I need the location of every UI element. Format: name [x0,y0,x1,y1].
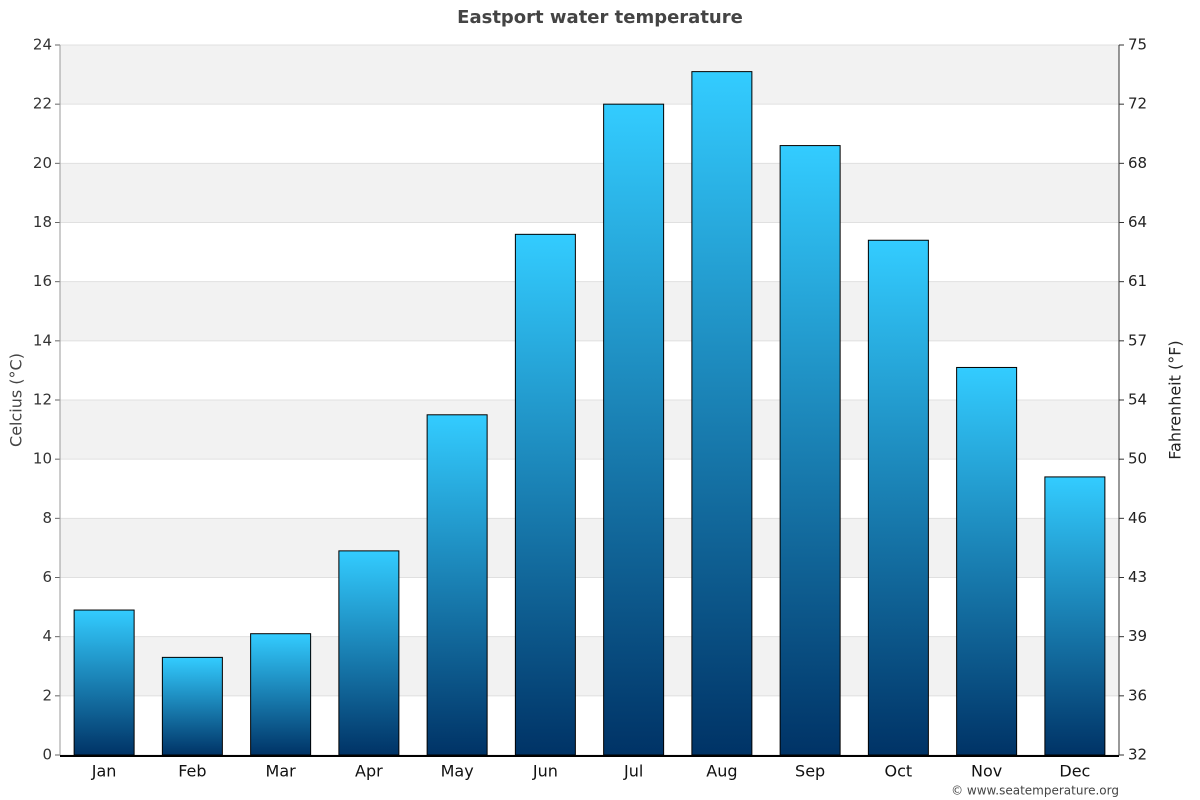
bar [73,609,135,756]
y2-tick-label: 54 [1128,391,1147,409]
bar [1044,476,1106,756]
bar [867,239,929,756]
bar [691,71,753,756]
y2-tick-label: 57 [1128,331,1147,349]
y-tick-label: 20 [33,154,52,172]
y2-tick-label: 36 [1128,686,1147,704]
y-tick-label: 8 [42,509,52,527]
x-tick-label: Feb [178,762,206,781]
grid-band [60,518,1119,578]
x-tick-label: Jan [91,762,117,781]
y-tick-label: 10 [33,450,52,468]
y-tick-label: 4 [42,627,52,645]
y-tick-label: 0 [42,746,52,764]
x-tick-label: Aug [706,762,737,781]
y2-tick-label: 46 [1128,509,1147,527]
x-tick-label: Sep [795,762,825,781]
y-tick-label: 6 [42,568,52,586]
grid-band [60,636,1119,696]
y-axis-label: Celcius (°C) [7,353,26,447]
bar [603,103,665,756]
bar [426,414,488,756]
bar [161,656,223,756]
x-tick-label: Jul [623,762,643,781]
y2-tick-label: 72 [1128,95,1147,113]
x-tick-label: Nov [971,762,1002,781]
x-tick-label: Jun [532,762,558,781]
bar [779,145,841,756]
bar [250,633,312,756]
grid-band [60,400,1119,460]
y2-tick-label: 50 [1128,450,1147,468]
grid-band [60,45,1119,105]
bar [956,366,1018,756]
y2-tick-label: 68 [1128,154,1147,172]
y2-tick-label: 43 [1128,568,1147,586]
y2-tick-label: 75 [1128,36,1147,54]
y-tick-label: 12 [33,391,52,409]
y2-tick-label: 32 [1128,746,1147,764]
y2-tick-label: 64 [1128,213,1147,231]
bar [514,233,576,756]
y-tick-label: 24 [33,36,52,54]
grid-band [60,163,1119,223]
y-tick-label: 2 [42,686,52,704]
y2-tick-label: 61 [1128,272,1147,290]
y-tick-label: 18 [33,213,52,231]
grid-band [60,281,1119,341]
credit: © www.seatemperature.org [951,784,1119,798]
x-tick-label: Oct [885,762,913,781]
y2-axis-label: Fahrenheit (°F) [1166,340,1185,459]
y-tick-label: 22 [33,95,52,113]
chart-title: Eastport water temperature [457,7,743,28]
y-tick-label: 16 [33,272,52,290]
y2-tick-label: 39 [1128,627,1147,645]
bar [338,550,400,756]
x-tick-label: Dec [1059,762,1090,781]
x-tick-label: Mar [266,762,297,781]
x-tick-label: May [441,762,474,781]
y-tick-label: 14 [33,331,52,349]
x-tick-label: Apr [355,762,383,781]
